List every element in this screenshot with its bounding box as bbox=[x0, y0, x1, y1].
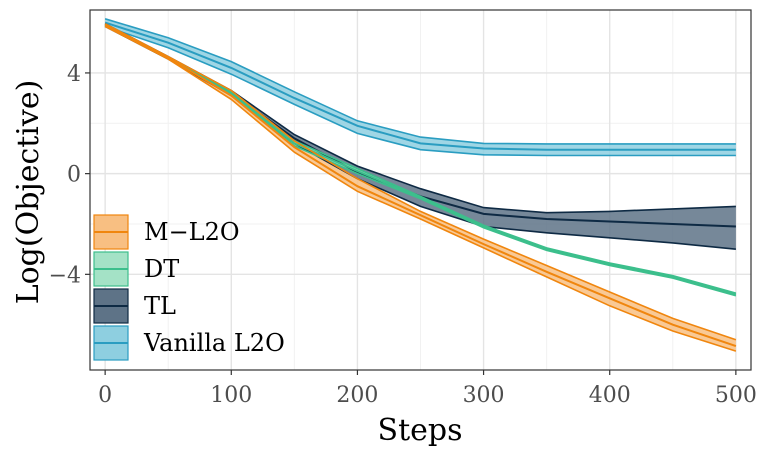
lower-line-m-l2o bbox=[104, 25, 737, 352]
y-axis-label: Log(Objective) bbox=[11, 80, 46, 305]
plot-frame bbox=[89, 9, 752, 371]
legend-label-vanilla-l2o: Vanilla L2O bbox=[143, 329, 285, 357]
y-tick-label: 0 bbox=[67, 163, 81, 188]
mean-line-dt bbox=[104, 24, 737, 296]
legend-label-dt: DT bbox=[144, 255, 179, 283]
y-tick-label: −4 bbox=[49, 263, 81, 288]
lower-line-vanilla-l2o bbox=[104, 25, 736, 157]
x-tick-label: 500 bbox=[715, 383, 757, 408]
x-tick-label: 0 bbox=[98, 383, 112, 408]
x-tick-label: 300 bbox=[463, 383, 505, 408]
x-tick-label: 400 bbox=[589, 383, 631, 408]
upper-line-m-l2o bbox=[104, 23, 737, 341]
legend-label-m-l2o: M−L2O bbox=[144, 218, 240, 246]
y-tick-label: 4 bbox=[67, 62, 81, 87]
x-tick-label: 200 bbox=[336, 383, 378, 408]
upper-line-vanilla-l2o bbox=[104, 18, 736, 145]
mean-line-vanilla-l2o bbox=[104, 21, 736, 151]
series-bands bbox=[105, 18, 736, 352]
y-axis: −4 0 4 bbox=[49, 62, 90, 288]
mean-line-m-l2o bbox=[104, 24, 737, 348]
x-tick-label: 100 bbox=[210, 383, 252, 408]
x-axis-label: Steps bbox=[378, 413, 463, 448]
legend-label-tl: TL bbox=[144, 292, 176, 320]
x-axis: 0 100 200 300 400 500 bbox=[98, 370, 757, 408]
band-tl bbox=[105, 23, 736, 250]
series-lines bbox=[104, 18, 737, 352]
legend: M−L2O DT TL Vanilla L2O bbox=[93, 214, 285, 361]
